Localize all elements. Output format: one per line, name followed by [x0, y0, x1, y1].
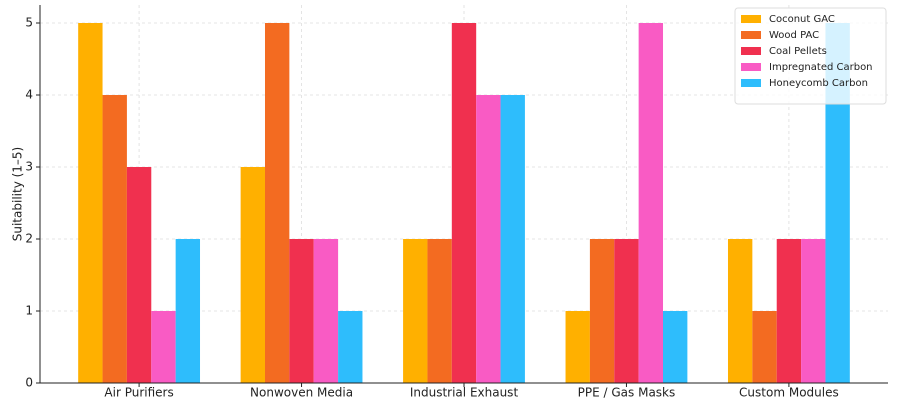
bar	[427, 239, 452, 383]
legend-swatch	[741, 79, 761, 87]
legend-label: Wood PAC	[769, 30, 819, 41]
legend-swatch	[741, 15, 761, 23]
legend-label: Coconut GAC	[769, 14, 835, 25]
bar	[589, 239, 615, 383]
legend-swatch	[741, 63, 761, 71]
bar	[289, 239, 314, 383]
bar	[614, 239, 639, 383]
legend-swatch	[741, 47, 761, 55]
bar	[313, 239, 339, 383]
x-tick-label: PPE / Gas Masks	[578, 386, 676, 400]
bar	[102, 95, 127, 383]
bar	[776, 239, 802, 383]
bar	[476, 95, 501, 383]
legend-swatch	[741, 31, 761, 39]
x-tick-label: Air Purifiers	[104, 386, 173, 400]
bar	[638, 23, 664, 383]
legend-label: Coal Pellets	[769, 46, 827, 57]
legend: Coconut GAC Wood PAC Coal Pellets Impregnat…	[734, 7, 887, 105]
bar	[451, 23, 477, 383]
x-tick-label: Industrial Exhaust	[410, 386, 519, 400]
y-tick-label: 1	[25, 304, 33, 318]
bar	[565, 311, 590, 383]
y-tick-label: 2	[25, 232, 33, 246]
bar	[126, 167, 152, 383]
bar	[500, 95, 525, 383]
bar	[727, 239, 753, 383]
bar	[78, 23, 103, 383]
legend-label: Honeycomb Carbon	[769, 78, 868, 89]
x-tick-label: Custom Modules	[739, 386, 839, 400]
y-tick-label: 5	[25, 16, 33, 30]
bar	[151, 311, 176, 383]
legend-label: Impregnated Carbon	[769, 62, 873, 73]
bar	[240, 167, 265, 383]
bar	[403, 239, 428, 383]
bar	[264, 23, 290, 383]
y-axis-label: Suitability (1–5)	[11, 147, 25, 242]
x-tick-label: Nonwoven Media	[250, 386, 353, 400]
legend-box	[734, 7, 887, 105]
bar	[338, 311, 363, 383]
bar	[663, 311, 688, 383]
bar	[175, 239, 201, 383]
y-tick-label: 3	[25, 160, 33, 174]
bar	[801, 239, 826, 383]
bar	[752, 311, 777, 383]
y-tick-label: 0	[25, 376, 33, 390]
y-tick-label: 4	[25, 88, 33, 102]
